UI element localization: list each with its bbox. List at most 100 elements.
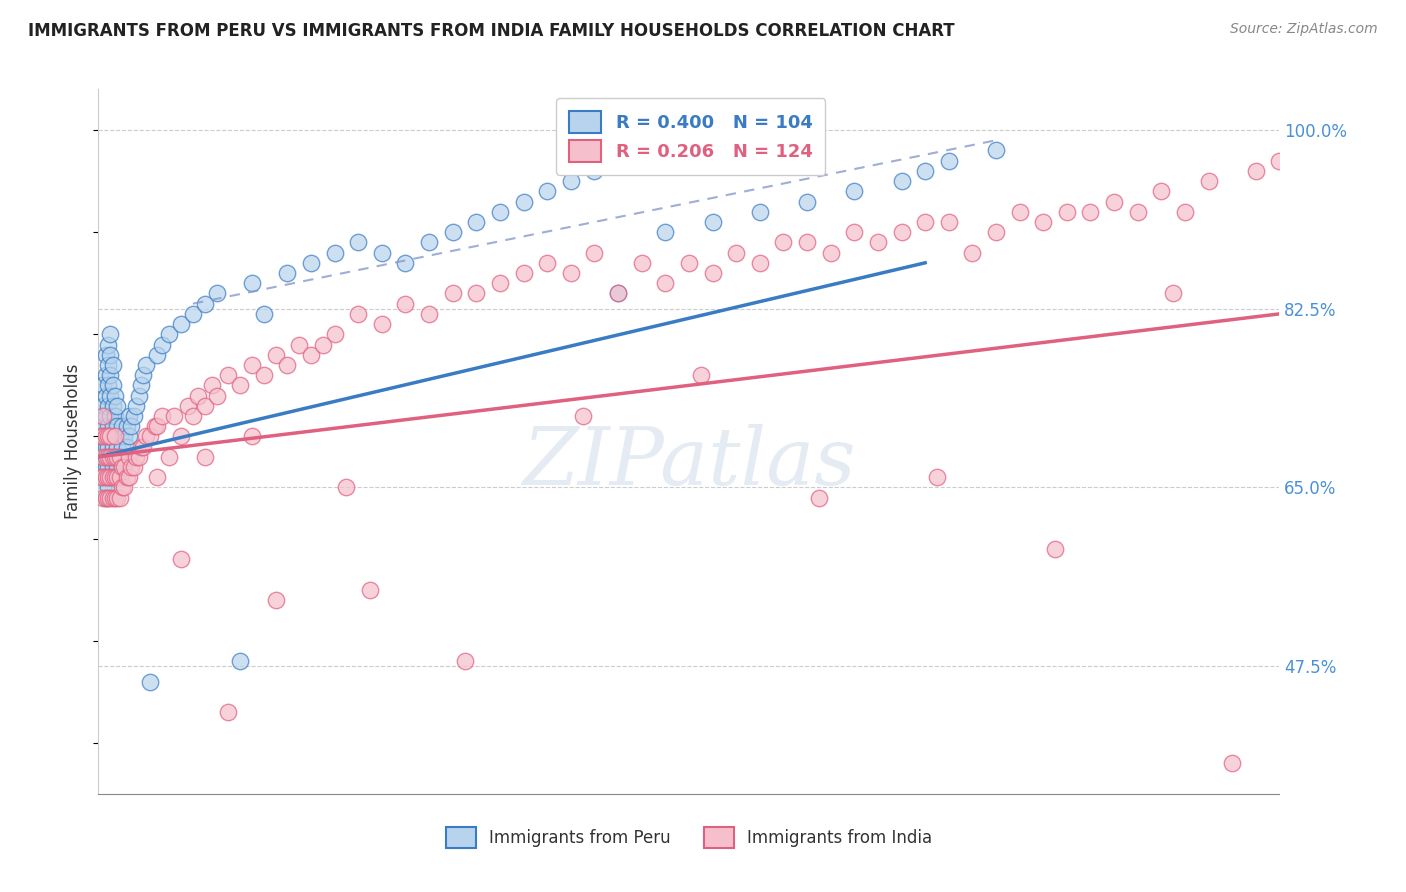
- Point: [323, 245, 346, 260]
- Point: [170, 552, 193, 566]
- Point: [135, 429, 157, 443]
- Point: [112, 460, 135, 475]
- Point: [94, 348, 117, 362]
- Point: [157, 450, 180, 464]
- Point: [111, 419, 134, 434]
- Point: [98, 470, 121, 484]
- Point: [108, 450, 131, 464]
- Text: IMMIGRANTS FROM PERU VS IMMIGRANTS FROM INDIA FAMILY HOUSEHOLDS CORRELATION CHAR: IMMIGRANTS FROM PERU VS IMMIGRANTS FROM …: [28, 22, 955, 40]
- Point: [312, 337, 335, 351]
- Point: [984, 225, 1007, 239]
- Point: [94, 429, 117, 443]
- Point: [1102, 194, 1125, 209]
- Point: [118, 470, 141, 484]
- Point: [181, 307, 204, 321]
- Point: [253, 307, 276, 321]
- Point: [94, 460, 117, 475]
- Point: [91, 429, 114, 443]
- Point: [748, 204, 770, 219]
- Point: [90, 429, 112, 443]
- Point: [98, 470, 121, 484]
- Point: [104, 450, 127, 464]
- Point: [276, 266, 298, 280]
- Point: [170, 429, 193, 443]
- Point: [125, 399, 148, 413]
- Point: [97, 440, 120, 454]
- Point: [91, 399, 114, 413]
- Y-axis label: Family Households: Family Households: [65, 364, 83, 519]
- Point: [453, 654, 475, 668]
- Point: [115, 470, 138, 484]
- Point: [807, 491, 830, 505]
- Point: [323, 327, 346, 342]
- Point: [418, 307, 440, 321]
- Point: [105, 399, 128, 413]
- Point: [914, 215, 936, 229]
- Point: [94, 388, 117, 402]
- Point: [984, 144, 1007, 158]
- Point: [187, 388, 209, 402]
- Point: [194, 399, 217, 413]
- Point: [194, 296, 217, 310]
- Point: [536, 256, 558, 270]
- Point: [118, 450, 141, 464]
- Point: [465, 286, 488, 301]
- Point: [441, 225, 464, 239]
- Point: [98, 450, 121, 464]
- Point: [91, 491, 114, 505]
- Point: [371, 317, 394, 331]
- Point: [91, 460, 114, 475]
- Point: [1080, 204, 1102, 219]
- Point: [129, 378, 152, 392]
- Point: [94, 440, 117, 454]
- Point: [91, 378, 114, 392]
- Point: [118, 409, 141, 423]
- Point: [97, 470, 120, 484]
- Text: Source: ZipAtlas.com: Source: ZipAtlas.com: [1230, 22, 1378, 37]
- Point: [299, 348, 322, 362]
- Point: [94, 450, 117, 464]
- Point: [94, 429, 117, 443]
- Point: [489, 204, 512, 219]
- Point: [163, 409, 186, 423]
- Point: [205, 286, 228, 301]
- Point: [170, 317, 193, 331]
- Point: [371, 245, 394, 260]
- Point: [90, 470, 112, 484]
- Point: [1008, 204, 1031, 219]
- Point: [97, 358, 120, 372]
- Point: [105, 440, 128, 454]
- Point: [702, 215, 724, 229]
- Point: [101, 378, 124, 392]
- Point: [264, 592, 287, 607]
- Point: [725, 245, 748, 260]
- Point: [101, 460, 124, 475]
- Point: [465, 215, 488, 229]
- Point: [108, 491, 131, 505]
- Point: [98, 429, 121, 443]
- Point: [512, 194, 534, 209]
- Point: [1043, 541, 1066, 556]
- Point: [101, 470, 124, 484]
- Point: [139, 674, 162, 689]
- Point: [98, 491, 121, 505]
- Point: [91, 440, 114, 454]
- Point: [91, 419, 114, 434]
- Point: [844, 184, 866, 198]
- Point: [105, 419, 128, 434]
- Point: [1056, 204, 1078, 219]
- Point: [240, 429, 263, 443]
- Point: [121, 419, 143, 434]
- Point: [925, 470, 948, 484]
- Point: [98, 429, 121, 443]
- Point: [702, 266, 724, 280]
- Point: [104, 470, 127, 484]
- Point: [132, 440, 155, 454]
- Point: [135, 358, 157, 372]
- Point: [101, 399, 124, 413]
- Point: [98, 409, 121, 423]
- Point: [101, 419, 124, 434]
- Point: [104, 388, 127, 402]
- Point: [560, 174, 582, 188]
- Point: [97, 337, 120, 351]
